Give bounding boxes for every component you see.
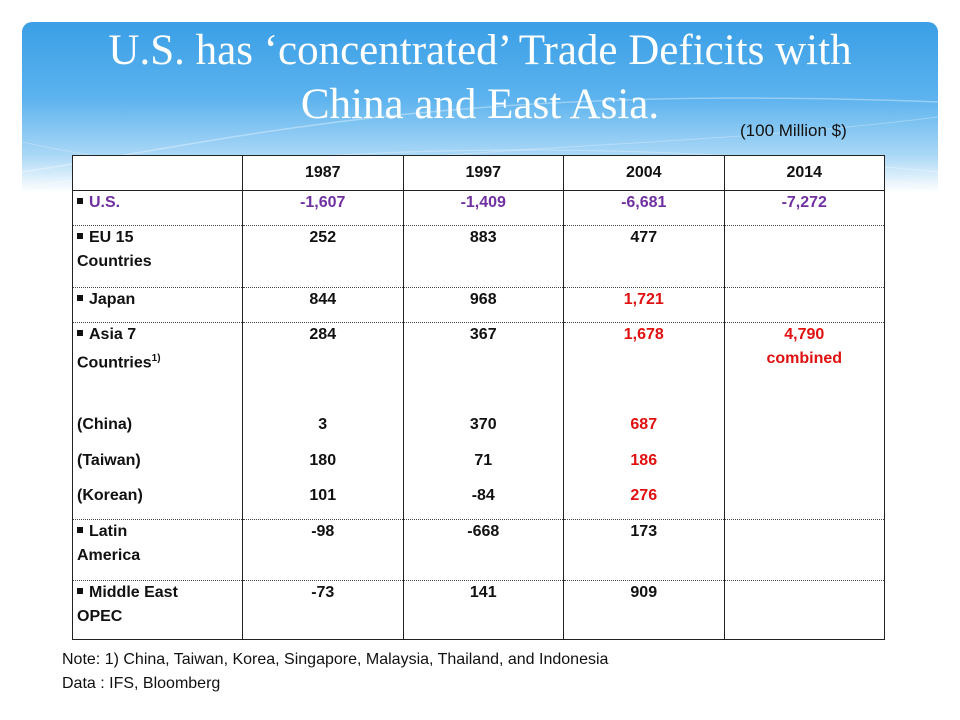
table-cell: 71 [402,448,564,484]
table-cell [723,287,885,323]
slide-title: U.S. has ‘concentrated’ Trade Deficits w… [22,22,938,132]
row-label: EU 15 Countries [72,225,243,288]
table-cell: 180 [242,448,404,484]
table-row: Japan 844 968 1,721 [72,287,885,323]
table-cell: -1,607 [242,190,404,226]
table-cell [723,483,885,520]
table-cell: 687 [563,412,725,449]
table-cell: 367 [402,322,564,413]
header-cell-1987: 1987 [242,155,404,191]
table-cell [723,448,885,484]
bullet-icon [77,526,83,533]
footnote-marker: 1) [151,353,161,364]
table-cell: 284 [242,322,404,413]
footnotes: Note: 1) China, Taiwan, Korea, Singapore… [62,648,608,696]
table-cell: -84 [402,483,564,520]
table-cell: -98 [242,519,404,581]
table-cell: 1,721 [563,287,725,323]
footnote-note: Note: 1) China, Taiwan, Korea, Singapore… [62,651,609,668]
bullet-icon [77,294,83,301]
table-cell: 477 [563,225,725,288]
trade-deficit-table: 1987 1997 2004 2014 U.S. -1,607 -1,409 -… [72,155,885,640]
table-cell [723,225,885,288]
table-cell: 141 [402,580,564,640]
table-cell: 370 [402,412,564,449]
table-cell: 968 [402,287,564,323]
table-row: Asia 7 Countries1) 284 367 1,678 4,790 com… [72,322,885,413]
slide-title-line-2: China and East Asia. [300,81,660,128]
row-label: (Taiwan) [72,448,243,484]
table-cell: 252 [242,225,404,288]
table-cell: 909 [563,580,725,640]
table-row: (Taiwan) 180 71 186 [72,448,885,484]
bullet-icon [77,329,83,336]
table-cell: -7,272 [723,190,885,226]
table-cell: 883 [402,225,564,288]
table-cell: -6,681 [563,190,725,226]
row-label: Asia 7 Countries1) [72,322,243,413]
table-row: U.S. -1,607 -1,409 -6,681 -7,272 [72,190,885,226]
table-cell: 186 [563,448,725,484]
table-cell [723,580,885,640]
table-cell: 844 [242,287,404,323]
header-cell-1997: 1997 [402,155,564,191]
table-cell: -1,409 [402,190,564,226]
bullet-icon [77,232,83,239]
table-row: EU 15 Countries 252 883 477 [72,225,885,288]
table-cell: -73 [242,580,404,640]
table-cell: 1,678 [563,322,725,413]
row-label: (China) [72,412,243,449]
bullet-icon [77,587,83,594]
table-cell: 3 [242,412,404,449]
footnote-source: Data : IFS, Bloomberg [62,675,221,692]
table-header-row: 1987 1997 2004 2014 [72,155,885,191]
row-label: Japan [72,287,243,323]
table-row: Middle East OPEC -73 141 909 [72,580,885,640]
table-row: Latin America -98 -668 173 [72,519,885,581]
header-cell-2004: 2004 [563,155,725,191]
table-row: (Korean) 101 -84 276 [72,483,885,520]
row-label: Latin America [72,519,243,581]
table-cell: 276 [563,483,725,520]
unit-note: (100 Million $) [740,121,847,140]
header-cell-blank [72,155,243,191]
slide-title-line-1: U.S. has ‘concentrated’ Trade Deficits w… [108,27,852,74]
row-label: Middle East OPEC [72,580,243,640]
bullet-icon [77,197,83,204]
table-row: (China) 3 370 687 [72,412,885,449]
table-cell: 101 [242,483,404,520]
table-cell-combined: 4,790 combined [723,322,885,413]
header-cell-2014: 2014 [723,155,885,191]
table-cell: -668 [402,519,564,581]
table-cell [723,412,885,449]
row-label: U.S. [72,190,243,226]
row-label: (Korean) [72,483,243,520]
table-cell: 173 [563,519,725,581]
table-cell [723,519,885,581]
